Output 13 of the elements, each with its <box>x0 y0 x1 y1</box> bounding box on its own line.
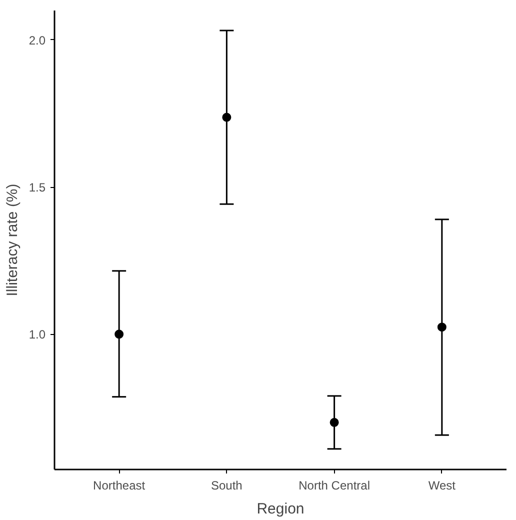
x-tick-label: South <box>211 478 242 492</box>
y-tick-label: 1.0 <box>28 328 46 342</box>
point <box>437 322 446 332</box>
y-tick-label: 2.0 <box>28 33 46 48</box>
point <box>330 418 339 427</box>
x-axis-title: Region <box>256 500 304 518</box>
point <box>114 330 124 339</box>
y-tick-label: 1.5 <box>28 180 46 195</box>
x-tick-label: Northeast <box>93 478 146 492</box>
y-axis-title: Illiteracy rate (%) <box>4 184 21 296</box>
x-tick-label: West <box>428 478 456 492</box>
x-tick-label: North Central <box>298 478 370 492</box>
point <box>222 112 232 122</box>
